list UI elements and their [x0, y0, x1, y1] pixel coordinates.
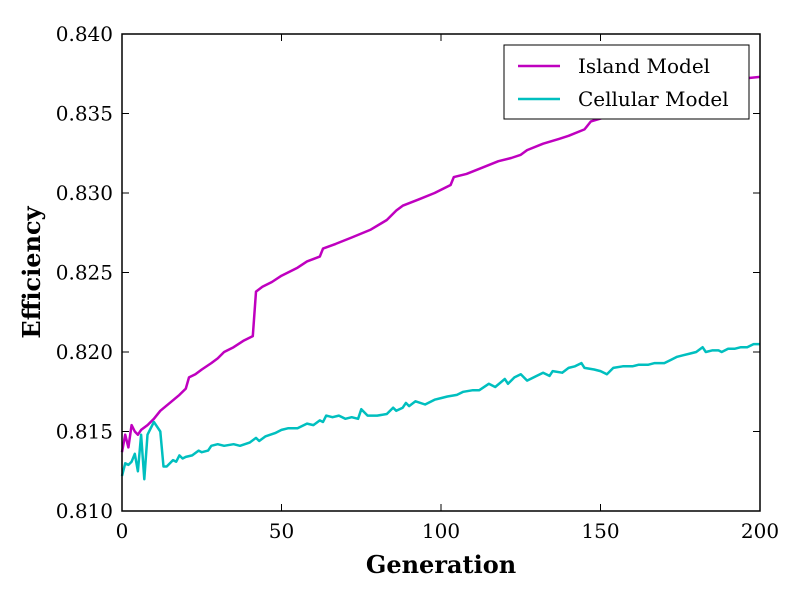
- legend-label-island-model: Island Model: [578, 54, 710, 78]
- y-tick-label: 0.830: [56, 181, 113, 205]
- y-tick-label: 0.825: [56, 261, 113, 285]
- x-tick-label: 100: [422, 519, 460, 543]
- x-axis-label: Generation: [366, 550, 516, 579]
- y-tick-label: 0.810: [56, 499, 113, 523]
- legend: Island Model Cellular Model: [503, 44, 750, 120]
- y-tick-label: 0.820: [56, 340, 113, 364]
- y-tick-label: 0.815: [56, 420, 113, 444]
- y-axis-label: Efficiency: [17, 205, 46, 338]
- series-line-cellular-model: [120, 342, 760, 481]
- x-tick-label: 50: [269, 519, 294, 543]
- legend-box: [503, 44, 750, 120]
- y-axis-ticks: 0.810 0.815 0.820 0.825 0.830 0.835 0.840: [56, 22, 760, 523]
- x-tick-label: 0: [116, 519, 129, 543]
- plot-frame: [121, 33, 761, 512]
- y-tick-label: 0.840: [56, 22, 113, 46]
- x-tick-label: 200: [741, 519, 779, 543]
- x-axis-ticks: 0 50 100 150 200: [116, 34, 779, 543]
- x-tick-label: 150: [581, 519, 619, 543]
- series-line-island-model: [120, 75, 761, 453]
- y-tick-label: 0.835: [56, 102, 113, 126]
- legend-label-cellular-model: Cellular Model: [578, 87, 729, 111]
- series-layer: [120, 75, 761, 481]
